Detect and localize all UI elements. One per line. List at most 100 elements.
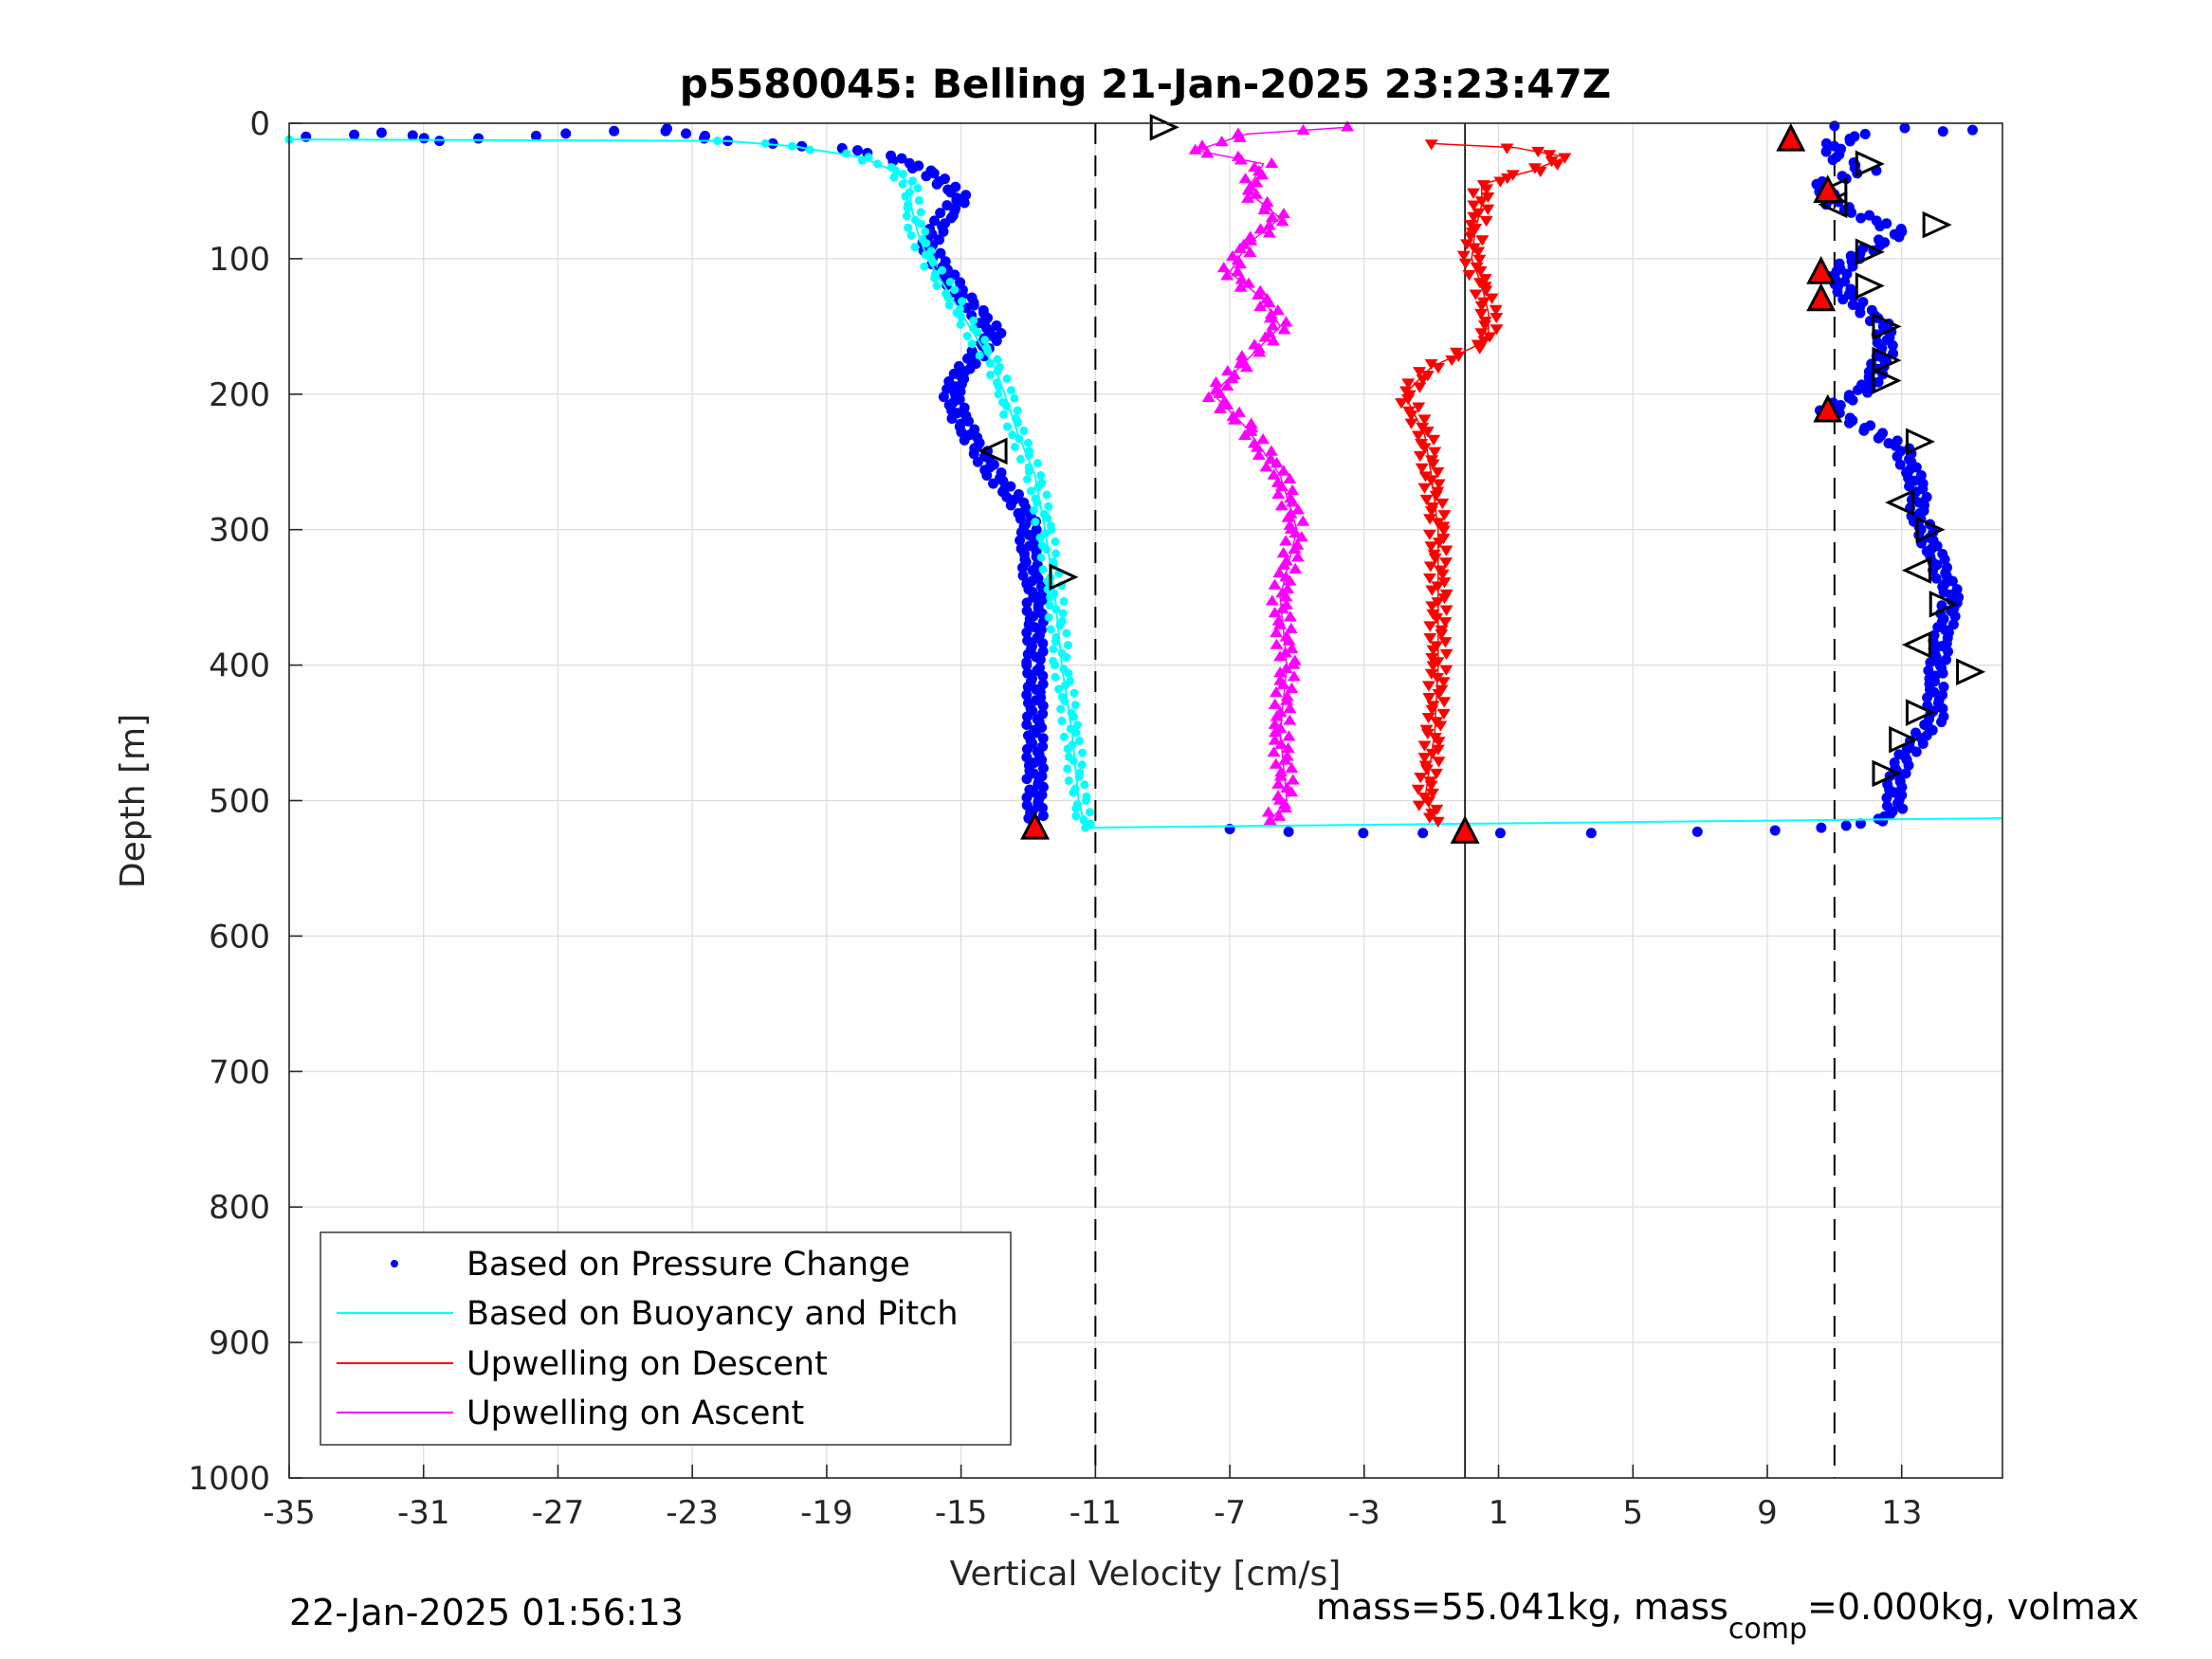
- data-point: [1915, 470, 1927, 482]
- data-point: [1015, 535, 1026, 546]
- data-point: [1220, 364, 1234, 376]
- data-point: [1436, 677, 1451, 688]
- open-left-triangle-marker: [1885, 488, 1915, 517]
- data-point: [1196, 139, 1210, 151]
- data-point: [1472, 246, 1486, 258]
- data-point: [902, 211, 911, 221]
- legend-label-upwelling-ascent: Upwelling on Ascent: [466, 1395, 804, 1432]
- data-point: [1017, 570, 1029, 581]
- data-point: [1030, 505, 1039, 515]
- data-point: [1077, 760, 1087, 770]
- data-point: [1283, 702, 1297, 714]
- data-point: [1432, 757, 1446, 768]
- data-point: [1051, 672, 1060, 682]
- data-point: [914, 195, 923, 205]
- data-point: [1037, 762, 1049, 774]
- data-point: [1493, 176, 1508, 188]
- data-point: [1416, 374, 1430, 386]
- data-point: [1035, 533, 1045, 542]
- data-point: [1489, 304, 1503, 316]
- data-point: [1265, 594, 1279, 606]
- data-point: [1283, 472, 1297, 483]
- data-point: [1220, 269, 1234, 281]
- x-tick-label: 13: [1881, 1494, 1922, 1532]
- data-point: [1036, 802, 1048, 813]
- data-point: [1431, 816, 1445, 828]
- data-point: [1413, 367, 1427, 378]
- data-point: [891, 166, 901, 175]
- data-point: [1209, 375, 1223, 388]
- data-point: [1060, 696, 1069, 705]
- data-point: [1463, 231, 1477, 243]
- data-point: [1238, 173, 1252, 184]
- data-point: [1287, 658, 1301, 669]
- data-point: [1233, 131, 1247, 142]
- y-tick-label: 600: [209, 918, 270, 956]
- data-point: [1873, 234, 1884, 246]
- data-point: [957, 312, 966, 321]
- y-tick-label: 900: [209, 1324, 270, 1362]
- data-point: [1458, 258, 1472, 269]
- timestamp-footer: 22-Jan-2025 01:56:13: [289, 1592, 684, 1633]
- data-point: [1022, 648, 1033, 660]
- data-point: [1239, 361, 1253, 373]
- data-point: [1250, 188, 1264, 199]
- data-point: [1250, 176, 1264, 188]
- open-right-triangle-marker: [1922, 210, 1952, 239]
- data-point: [1431, 363, 1445, 374]
- data-point: [851, 145, 863, 156]
- data-point: [1017, 562, 1029, 574]
- x-tick-label: -11: [1069, 1494, 1123, 1532]
- data-point: [1010, 393, 1019, 403]
- y-tick-label: 400: [209, 647, 270, 685]
- legend-swatch-pressure-change: [391, 1260, 398, 1267]
- x-tick-label: -35: [263, 1494, 316, 1532]
- data-point: [530, 130, 541, 141]
- data-point: [1857, 297, 1869, 308]
- data-point: [1232, 406, 1246, 417]
- data-point: [1085, 808, 1094, 817]
- x-tick-label: -7: [1214, 1494, 1246, 1532]
- data-point: [1421, 713, 1435, 724]
- data-point: [1234, 357, 1248, 369]
- data-point: [1259, 461, 1273, 472]
- data-point: [1022, 711, 1033, 722]
- data-point: [1002, 374, 1012, 383]
- data-point: [1234, 273, 1249, 284]
- data-point: [1437, 697, 1452, 708]
- reference-lines: [1094, 123, 1836, 1478]
- data-point: [1272, 810, 1287, 821]
- data-point: [1253, 300, 1268, 312]
- data-point: [920, 262, 929, 271]
- data-point: [1422, 796, 1436, 808]
- data-point: [938, 226, 949, 237]
- data-point: [1417, 828, 1429, 839]
- data-point: [1425, 652, 1439, 665]
- data-point: [1262, 227, 1276, 238]
- data-point: [1942, 562, 1953, 574]
- data-point: [1425, 585, 1439, 596]
- data-point: [1863, 366, 1874, 377]
- data-point: [1024, 466, 1033, 476]
- data-point: [1424, 358, 1438, 371]
- open-right-triangle-marker: [1956, 658, 1986, 686]
- data-point: [1225, 372, 1239, 384]
- data-point: [1279, 535, 1293, 546]
- data-point: [1005, 500, 1016, 511]
- data-point: [904, 223, 913, 232]
- data-point: [1401, 393, 1416, 406]
- data-point: [1417, 483, 1432, 494]
- open-right-triangle-marker: [1872, 367, 1902, 394]
- data-point: [1877, 428, 1889, 439]
- data-point: [959, 434, 970, 446]
- data-point: [1428, 447, 1442, 458]
- data-point: [1276, 546, 1290, 558]
- data-point: [1445, 355, 1459, 367]
- data-point: [1279, 591, 1293, 602]
- data-point: [1419, 494, 1434, 506]
- y-tick-label: 200: [209, 376, 270, 414]
- data-point: [1477, 336, 1491, 347]
- data-point: [1430, 768, 1444, 780]
- data-point: [1953, 592, 1965, 603]
- data-point: [1268, 698, 1282, 709]
